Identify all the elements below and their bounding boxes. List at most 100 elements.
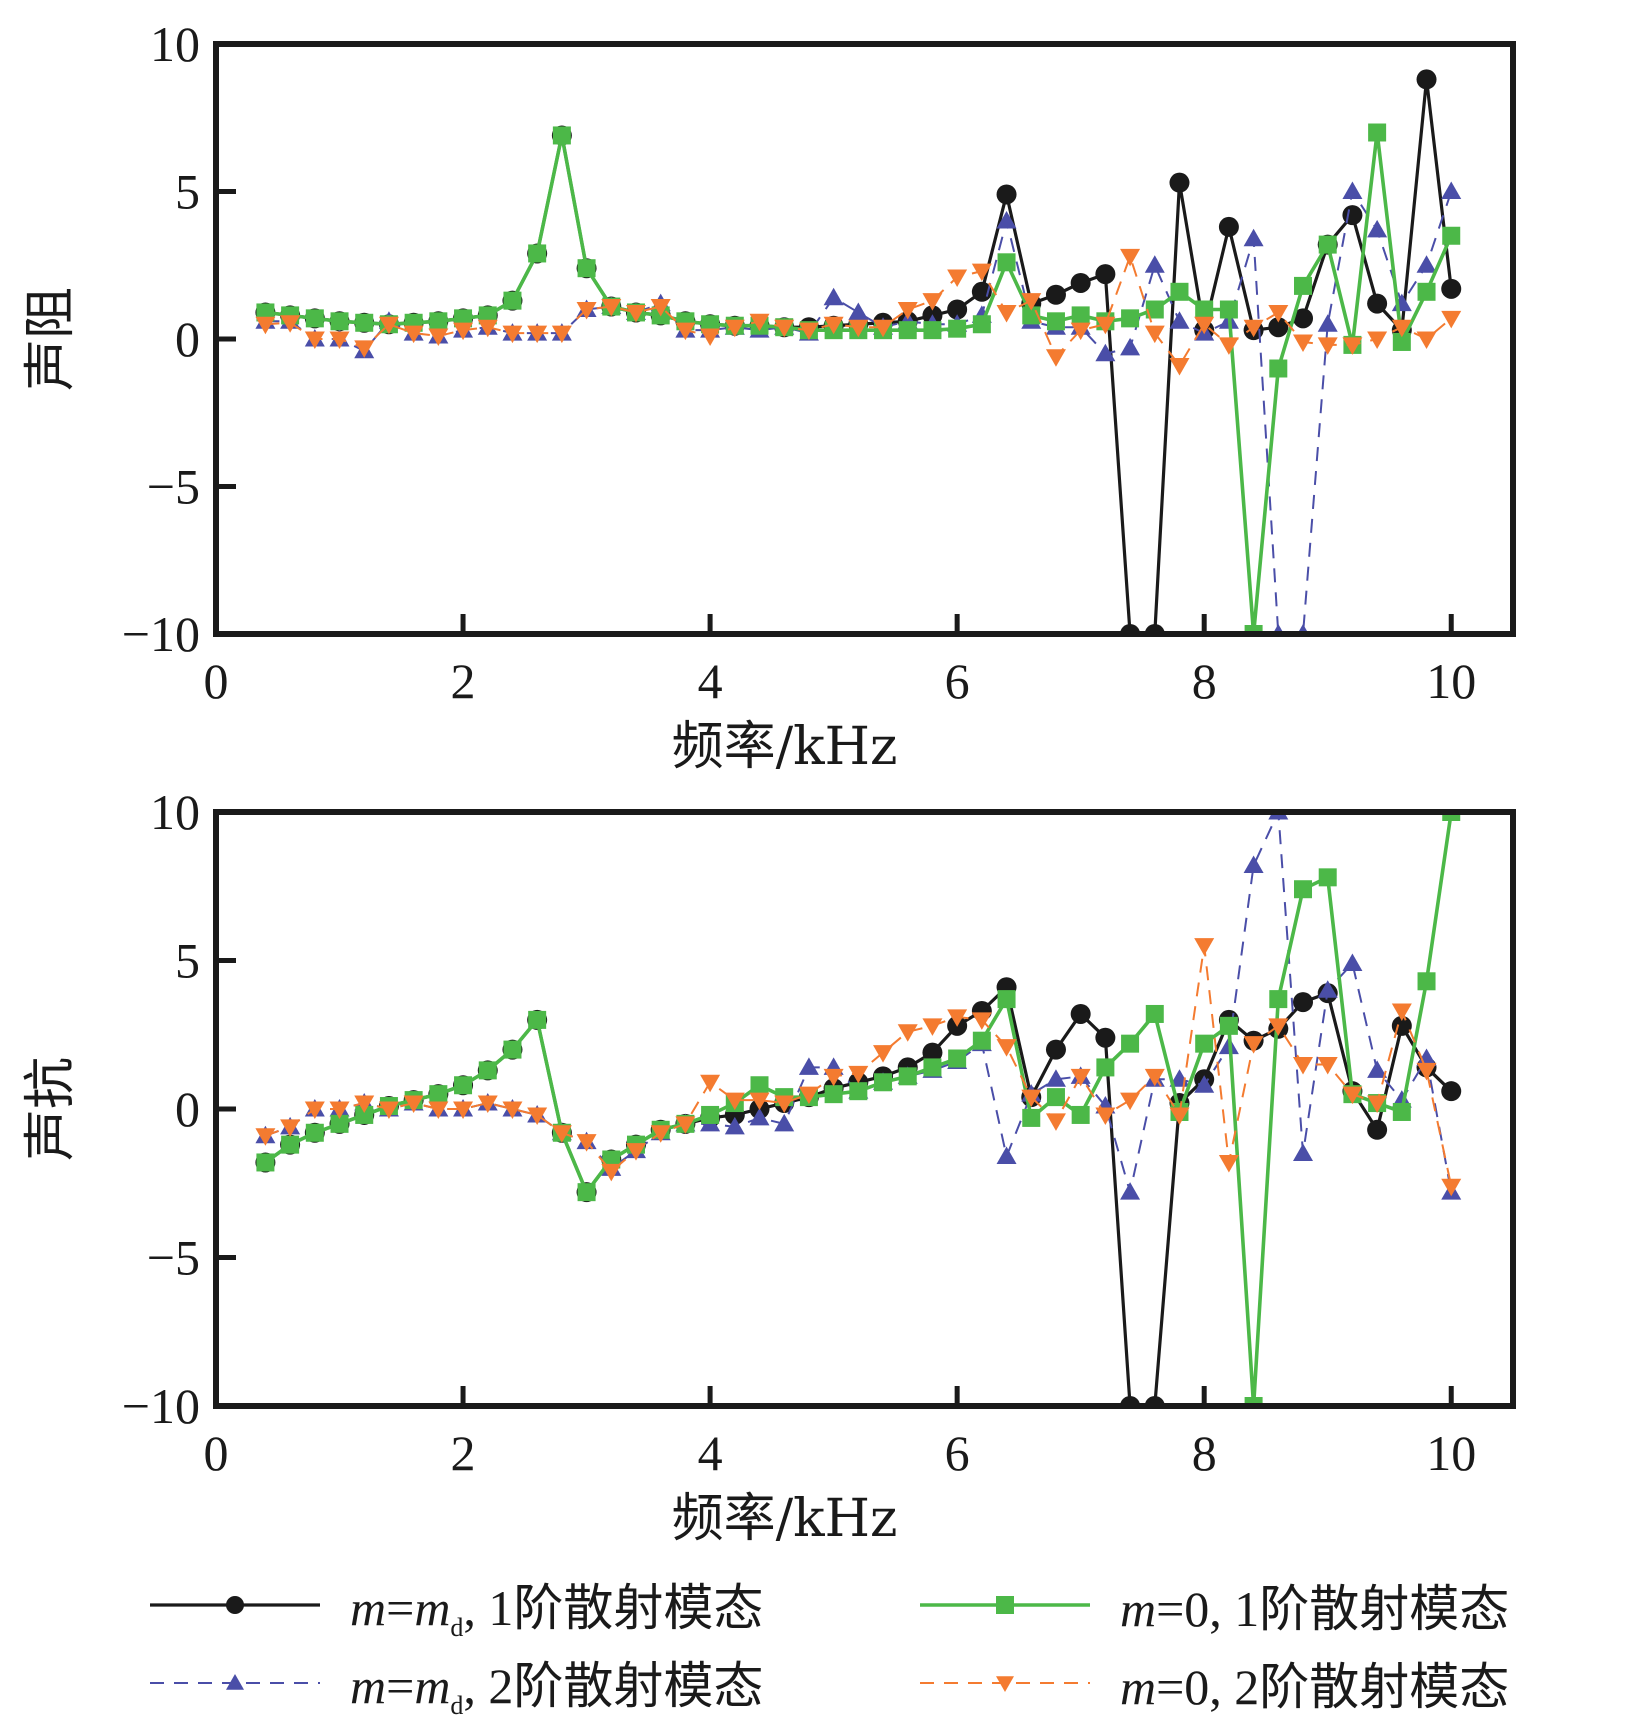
- legend-text-part: =0, 1阶散射模态: [1156, 1581, 1510, 1637]
- data-point-m0-mode1: [1219, 1016, 1238, 1035]
- plot-panel-resistance: 0 2 4 6 8 10 10 5 0 −5 −10 频率/kHz 声阻: [21, 16, 1516, 777]
- data-point-m0-mode1: [503, 1040, 522, 1059]
- legend-swatch-md-mode1: [150, 1596, 320, 1614]
- y-tick-label: 10: [150, 16, 200, 72]
- x-axis-title: 频率/kHz: [672, 717, 898, 777]
- data-point-m0-mode1: [478, 1061, 497, 1080]
- data-point-m0-mode2: [724, 319, 745, 338]
- data-point-m0-mode2: [774, 1095, 795, 1114]
- data-point-m0-mode2: [1070, 1068, 1091, 1087]
- data-point-md-mode1: [996, 184, 1017, 205]
- data-point-md-mode2: [1169, 311, 1190, 329]
- data-point-m0-mode1: [454, 1076, 473, 1095]
- data-point-m0-mode1: [577, 259, 596, 278]
- data-point-m0-mode2: [428, 1101, 449, 1119]
- y-tick-label: −5: [147, 1230, 200, 1286]
- data-point-md-mode1: [1441, 1081, 1462, 1102]
- data-point-md-mode2: [1317, 980, 1338, 998]
- legend-label-m0-mode2: m=0, 2阶散射模态: [1120, 1647, 1509, 1719]
- data-point-m0-mode1: [1269, 990, 1288, 1009]
- data-point-m0-mode2: [1441, 1178, 1462, 1197]
- data-point-m0-mode2: [403, 325, 424, 344]
- data-point-m0-mode1: [1046, 312, 1065, 331]
- data-point-md-mode2: [724, 1116, 745, 1135]
- x-tick-label: 8: [1192, 653, 1217, 709]
- data-point-md-mode1: [1441, 278, 1462, 299]
- data-point-md-mode1: [1416, 69, 1437, 90]
- data-point-m0-mode2: [1095, 316, 1116, 335]
- y-tick-label: −5: [147, 459, 200, 515]
- data-point-md-mode1: [1367, 293, 1388, 314]
- data-point-md-mode2: [1293, 1143, 1314, 1162]
- legend-swatch-m0-mode1: [920, 1596, 1090, 1614]
- legend-text-part: d: [450, 1612, 464, 1642]
- data-point-md-mode1: [947, 299, 968, 320]
- legend-text-part: =: [386, 1657, 415, 1714]
- data-point-m0-mode1: [355, 313, 374, 332]
- data-point-m0-mode1: [750, 1076, 769, 1095]
- data-point-md-mode1: [1293, 308, 1314, 329]
- series-line-md-mode1: [264, 985, 1453, 1406]
- data-point-m0-mode2: [280, 315, 301, 333]
- data-point-m0-mode2: [527, 1107, 548, 1125]
- data-point-m0-mode2: [1293, 334, 1314, 352]
- data-point-m0-mode2: [354, 340, 375, 358]
- data-point-m0-mode2: [1317, 1056, 1338, 1075]
- data-point-m0-mode2: [1095, 1107, 1116, 1125]
- data-point-m0-mode1: [1170, 282, 1189, 301]
- data-point-m0-mode1: [305, 1123, 324, 1142]
- data-point-m0-mode2: [477, 319, 498, 338]
- data-point-m0-mode1: [1244, 1397, 1263, 1406]
- x-tick-label: 6: [945, 653, 970, 709]
- data-point-m0-mode1: [1145, 1004, 1164, 1023]
- legend-item-md-mode1: m=md, 1阶散射模态: [150, 1570, 763, 1642]
- data-point-m0-mode1: [256, 1153, 275, 1172]
- data-point-m0-mode1: [1022, 1108, 1041, 1127]
- y-axis-title: 声抗: [21, 1057, 81, 1161]
- data-point-m0-mode1: [972, 1031, 991, 1050]
- data-point-md-mode2: [1144, 255, 1165, 273]
- data-point-m0-mode1: [552, 126, 571, 145]
- data-point-m0-mode1: [997, 990, 1016, 1009]
- y-tick-label: 0: [175, 1081, 200, 1137]
- legend-text-part: m: [1120, 1581, 1157, 1637]
- data-point-m0-mode1: [1417, 282, 1436, 301]
- legend-item-m0-mode1: m=0, 1阶散射模态: [920, 1570, 1509, 1640]
- data-point-md-mode2: [996, 1146, 1017, 1165]
- data-point-m0-mode2: [378, 1101, 399, 1119]
- legend-swatch-md-mode2: [150, 1674, 320, 1690]
- data-point-m0-mode2: [1342, 1086, 1363, 1105]
- data-point-md-mode2: [823, 287, 844, 306]
- legend-marker-circle-icon: [226, 1596, 244, 1614]
- data-point-m0-mode1: [874, 1073, 893, 1092]
- data-point-m0-mode1: [1368, 123, 1387, 142]
- legend-text-part: , 2阶散射模态: [463, 1657, 764, 1714]
- data-point-md-mode1: [1268, 317, 1289, 338]
- data-point-m0-mode2: [1243, 319, 1264, 338]
- data-point-m0-mode2: [873, 319, 894, 338]
- data-point-md-mode1: [1045, 284, 1066, 305]
- data-point-md-mode2: [1441, 181, 1462, 199]
- data-point-m0-mode1: [1121, 1034, 1140, 1053]
- data-point-m0-mode1: [1195, 300, 1214, 319]
- data-point-m0-mode2: [1120, 248, 1141, 267]
- data-point-m0-mode1: [923, 1058, 942, 1077]
- data-point-m0-mode1: [701, 1105, 720, 1124]
- data-point-m0-mode1: [1219, 300, 1238, 319]
- data-point-m0-mode1: [503, 291, 522, 310]
- data-point-m0-mode2: [1194, 938, 1215, 956]
- data-point-m0-mode1: [1392, 1102, 1411, 1121]
- series-md-mode1: [255, 977, 1462, 1406]
- legend-text-part: m: [1120, 1659, 1157, 1715]
- data-point-m0-mode2: [848, 319, 869, 338]
- data-point-md-mode1: [971, 281, 992, 302]
- x-tick-label: 2: [451, 653, 476, 709]
- data-point-m0-mode2: [1045, 349, 1066, 367]
- data-point-m0-mode1: [849, 1082, 868, 1101]
- data-point-m0-mode2: [971, 263, 992, 282]
- data-point-md-mode2: [996, 211, 1017, 229]
- data-point-md-mode2: [1342, 953, 1363, 971]
- data-point-m0-mode2: [354, 1095, 375, 1114]
- data-point-m0-mode2: [1070, 322, 1091, 341]
- data-point-m0-mode2: [1021, 293, 1042, 311]
